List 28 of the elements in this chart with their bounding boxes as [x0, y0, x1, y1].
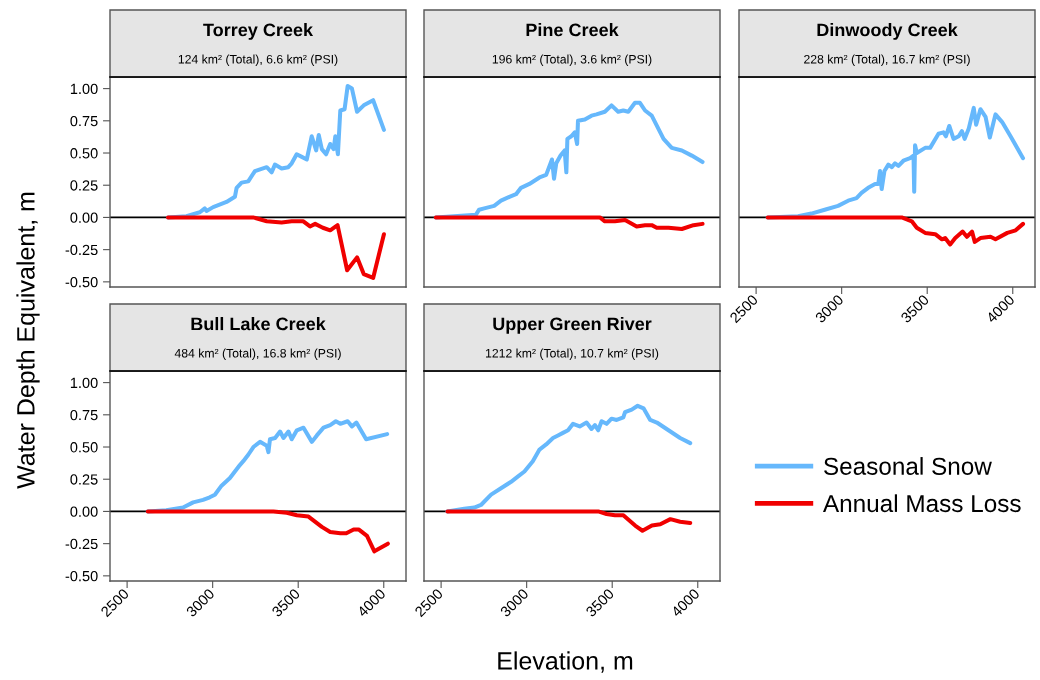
chart-title: Pine Creek	[526, 23, 619, 37]
legend-label: Seasonal Snow	[824, 457, 992, 475]
chart-subtitle: 1212 km² (Total), 10.7 km² (PSI)	[486, 348, 659, 360]
y-tick-label: -0.25	[65, 244, 98, 256]
y-tick-label: 1.00	[70, 377, 98, 389]
chart-title: Dinwoody Creek	[817, 23, 958, 40]
chart-subtitle: 484 km² (Total), 16.8 km² (PSI)	[174, 348, 341, 360]
chart-title: Upper Green River	[493, 317, 652, 334]
chart-title: Torrey Creek	[203, 23, 314, 40]
y-tick-label: -0.50	[65, 276, 98, 288]
chart-subtitle: 124 km² (Total), 6.6 km² (PSI)	[178, 54, 338, 66]
y-axis-title: Water Depth Equivalent, m	[16, 192, 40, 489]
chart-subtitle: 228 km² (Total), 16.7 km² (PSI)	[804, 54, 970, 66]
x-axis-title: Elevation, m	[498, 651, 633, 673]
y-tick-label: 0.25	[70, 180, 98, 191]
y-tick-label: -0.50	[65, 570, 98, 582]
y-tick-label: 0.00	[70, 506, 98, 517]
y-tick-label: 0.75	[70, 115, 98, 127]
y-tick-label: -0.25	[65, 538, 98, 550]
legend-label: Annual Mass Loss	[822, 494, 1021, 513]
chart-subtitle: 196 km² (Total), 3.6 km² (PSI)	[492, 54, 652, 66]
y-tick-label: 0.50	[70, 442, 98, 453]
y-tick-label: 0.50	[70, 148, 98, 159]
y-tick-label: 0.75	[70, 409, 98, 421]
y-tick-label: 0.00	[70, 212, 98, 223]
y-tick-label: 0.25	[70, 474, 98, 485]
y-tick-label: 1.00	[70, 83, 98, 95]
chart-title: Bull Lake Creek	[191, 317, 326, 331]
